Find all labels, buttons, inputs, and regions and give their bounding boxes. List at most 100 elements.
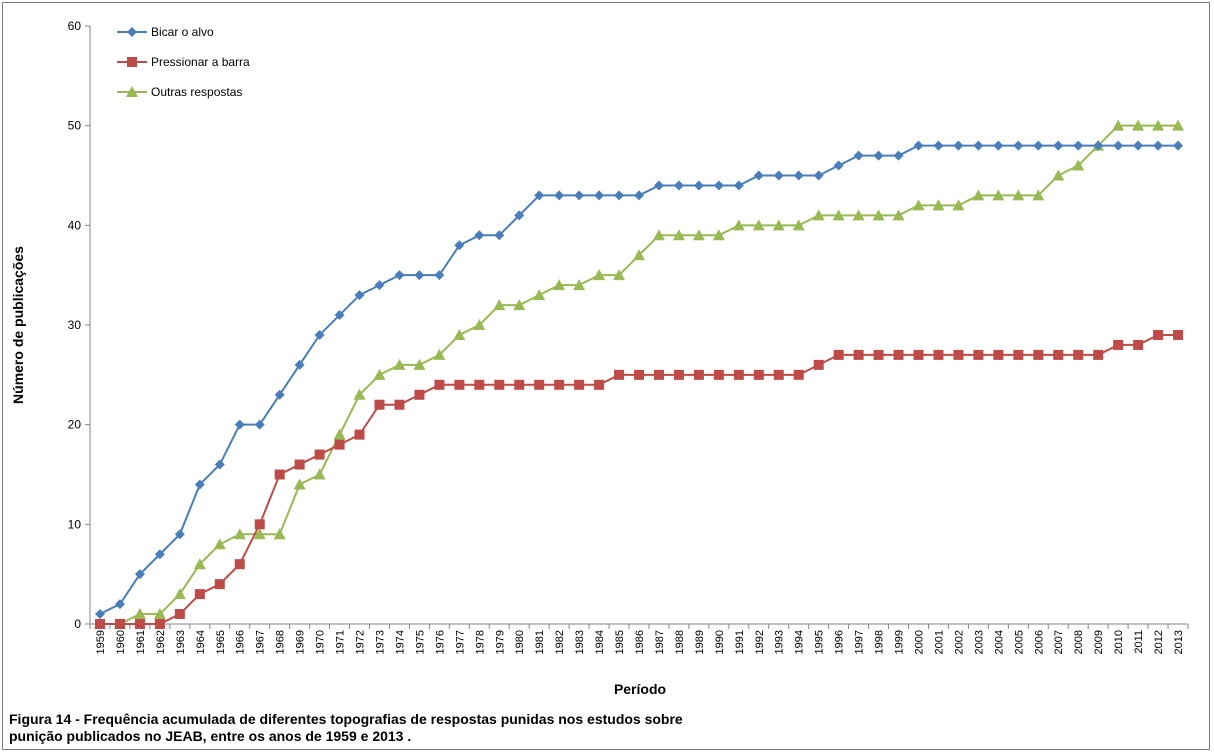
data-point xyxy=(833,160,844,171)
data-point xyxy=(832,209,845,221)
data-point xyxy=(174,609,185,620)
data-point xyxy=(733,180,744,191)
data-point xyxy=(893,150,904,161)
y-tick-label: 0 xyxy=(74,617,81,631)
data-point xyxy=(672,229,685,241)
data-point xyxy=(494,379,505,390)
x-tick-label: 1980 xyxy=(514,630,526,654)
x-tick-label: 1976 xyxy=(434,630,446,654)
x-tick-label: 1971 xyxy=(335,630,347,654)
data-point xyxy=(454,240,465,251)
data-point xyxy=(354,429,365,440)
x-tick-label: 1990 xyxy=(714,630,726,654)
data-point xyxy=(693,369,704,380)
data-point xyxy=(574,379,585,390)
x-tick-label: 2009 xyxy=(1093,630,1105,654)
data-point xyxy=(533,289,546,301)
data-point xyxy=(972,189,985,201)
x-tick-label: 1983 xyxy=(574,630,586,654)
legend-label: Bicar o alvo xyxy=(151,25,214,39)
data-point xyxy=(793,170,804,181)
data-point xyxy=(1053,140,1064,151)
data-point xyxy=(553,279,566,291)
legend-item: Bicar o alvo xyxy=(117,25,214,39)
y-tick-label: 40 xyxy=(68,218,82,232)
data-point xyxy=(872,209,885,221)
data-point xyxy=(933,140,944,151)
legend-label: Pressionar a barra xyxy=(151,55,250,69)
x-tick-label: 2003 xyxy=(973,630,985,654)
data-point xyxy=(453,328,466,340)
data-point xyxy=(514,210,525,221)
y-tick-label: 30 xyxy=(68,318,82,332)
data-point xyxy=(454,379,465,390)
data-point xyxy=(633,249,646,261)
series-pressionar-a-barra xyxy=(95,329,1184,629)
data-point xyxy=(653,180,664,191)
data-point xyxy=(913,140,924,151)
data-point xyxy=(1153,140,1164,151)
data-point xyxy=(314,449,325,460)
data-point xyxy=(614,369,625,380)
y-tick-label: 20 xyxy=(68,418,82,432)
x-tick-label: 2010 xyxy=(1113,630,1125,654)
data-point xyxy=(992,189,1005,201)
data-point xyxy=(1113,140,1124,151)
x-tick-label: 1974 xyxy=(394,630,406,654)
data-point xyxy=(333,428,346,440)
y-axis-title: Número de publicações xyxy=(10,246,26,404)
data-point xyxy=(334,439,345,450)
data-point xyxy=(793,369,804,380)
data-point xyxy=(813,359,824,370)
x-axis-ticks: 1959 1960 1961 1962 1963 1964 1965 1966 1967 1968… xyxy=(89,624,1189,654)
legend-item: Pressionar a barra xyxy=(117,55,250,69)
data-point xyxy=(1152,119,1165,131)
data-point xyxy=(1133,140,1144,151)
x-tick-label: 2007 xyxy=(1053,630,1065,654)
x-tick-label: 1963 xyxy=(175,630,187,654)
data-point xyxy=(314,329,325,340)
data-point xyxy=(692,229,705,241)
data-point xyxy=(154,549,165,560)
data-point xyxy=(214,579,225,590)
x-tick-label: 1995 xyxy=(814,630,826,654)
x-tick-label: 1972 xyxy=(355,630,367,654)
data-point xyxy=(254,419,265,430)
data-point xyxy=(1132,119,1145,131)
x-tick-label: 2004 xyxy=(993,630,1005,654)
data-point xyxy=(853,349,864,360)
data-point xyxy=(194,589,205,600)
caption-line-2: punição publicados no JEAB, entre os ano… xyxy=(9,728,412,744)
data-point xyxy=(273,528,286,540)
x-tick-label: 2013 xyxy=(1173,630,1185,654)
caption-line-1: Figura 14 - Frequência acumulada de dife… xyxy=(9,711,683,727)
x-tick-label: 1986 xyxy=(634,630,646,654)
data-point xyxy=(394,399,405,410)
data-point xyxy=(233,528,246,540)
data-point xyxy=(534,190,545,201)
x-tick-label: 1997 xyxy=(854,630,866,654)
data-point xyxy=(773,369,784,380)
data-point xyxy=(1033,349,1044,360)
data-point xyxy=(1112,119,1125,131)
data-point xyxy=(732,219,745,231)
x-tick-label: 1989 xyxy=(694,630,706,654)
data-point xyxy=(493,299,506,311)
data-point xyxy=(753,170,764,181)
data-point xyxy=(852,209,865,221)
x-axis-title: Período xyxy=(614,681,666,697)
data-point xyxy=(95,609,105,620)
data-point xyxy=(234,419,245,430)
data-point xyxy=(234,559,245,570)
data-point xyxy=(294,459,305,470)
x-tick-label: 1966 xyxy=(235,630,247,654)
data-point xyxy=(973,349,984,360)
data-point xyxy=(873,349,884,360)
data-point xyxy=(892,209,905,221)
data-point xyxy=(1032,189,1045,201)
x-tick-label: 1961 xyxy=(135,630,147,654)
x-tick-label: 1984 xyxy=(594,630,606,654)
data-point xyxy=(173,588,186,600)
data-point xyxy=(993,349,1004,360)
data-point xyxy=(594,190,605,201)
